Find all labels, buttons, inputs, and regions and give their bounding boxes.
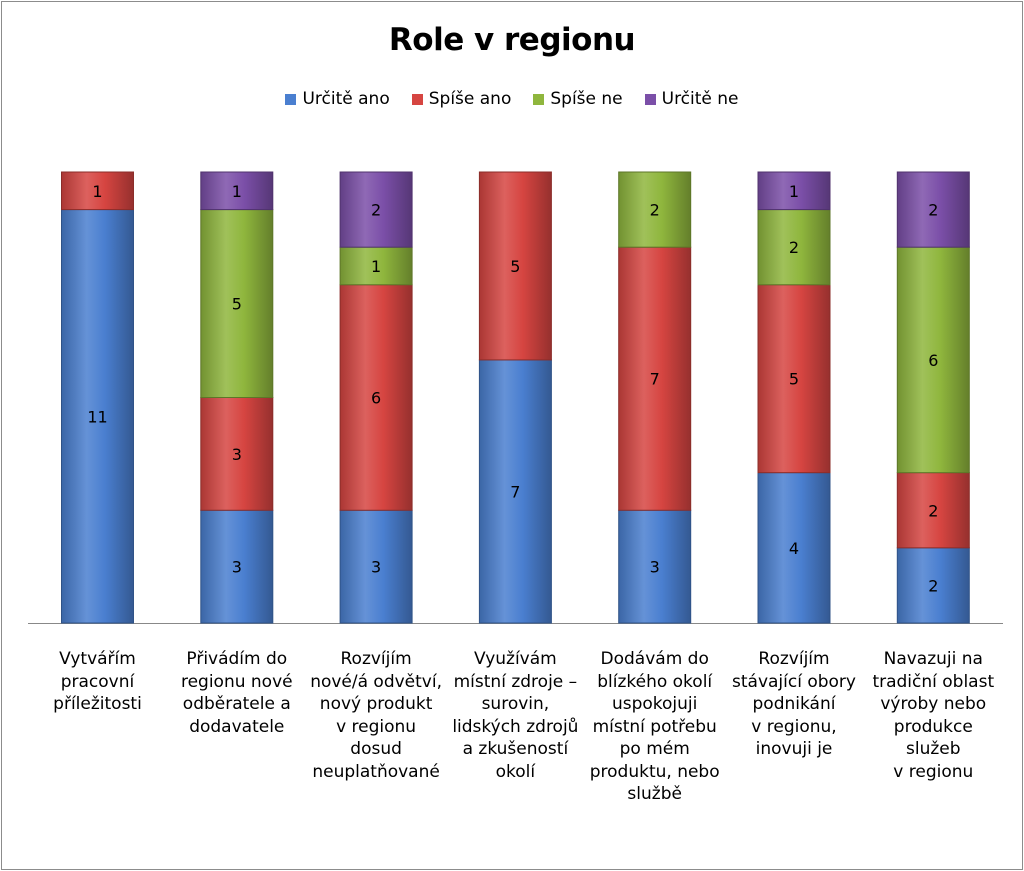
data-label: 2 <box>371 201 381 220</box>
legend-item: Určitě ano <box>285 89 390 109</box>
legend-swatch <box>644 93 656 105</box>
legend-swatch <box>533 93 545 105</box>
bar-segment <box>61 171 134 211</box>
bar-segment <box>757 284 831 474</box>
legend-label: Určitě ne <box>661 89 739 109</box>
data-label: 11 <box>87 407 107 426</box>
legend-swatch <box>285 93 297 105</box>
data-label: 3 <box>232 445 242 464</box>
data-label: 6 <box>928 351 938 370</box>
data-label: 4 <box>789 539 799 558</box>
data-label: 5 <box>789 370 799 389</box>
chart-title: Role v regionu <box>388 22 636 58</box>
data-label: 6 <box>371 389 381 408</box>
data-label: 2 <box>928 576 938 595</box>
data-label: 2 <box>650 201 660 220</box>
legend-label: Určitě ano <box>302 89 390 109</box>
data-label: 5 <box>232 295 242 314</box>
data-label: 1 <box>371 257 381 276</box>
x-tick-label: Rozvíjím nové/á odvětví, nový produkt v … <box>310 649 442 782</box>
bar-segment <box>200 509 274 624</box>
bar-segment <box>200 209 274 398</box>
bar-segment <box>896 547 970 624</box>
legend-swatch <box>411 93 423 105</box>
legend-label: Spíše ne <box>550 89 623 109</box>
bar-segment <box>618 171 692 248</box>
legend-item: Spíše ano <box>411 89 512 109</box>
bar-segment <box>61 209 134 624</box>
x-tick-label: Vytvářím pracovní příležitosti <box>53 649 142 714</box>
bar-segment <box>618 509 692 624</box>
bar-segment <box>478 171 552 361</box>
bar-segment <box>200 171 274 211</box>
bar-segment <box>339 171 413 248</box>
bar-segment <box>339 284 413 511</box>
x-tick-label: Rozvíjím stávající obory podnikání v reg… <box>732 649 856 759</box>
bar-segment <box>339 246 413 286</box>
x-tick-label: Přivádím do regionu nové odběratele a do… <box>180 649 293 737</box>
data-label: 3 <box>371 558 381 577</box>
x-tick-label: Dodávám do blízkého okolí uspokojuji mís… <box>589 649 720 804</box>
legend-item: Spíše ne <box>533 89 623 109</box>
data-label: 2 <box>928 501 938 520</box>
bar-segment <box>757 171 831 211</box>
bar-segment <box>618 246 692 511</box>
bar-segment <box>339 509 413 624</box>
legend-item: Určitě ne <box>644 89 739 109</box>
data-label: 5 <box>510 257 520 276</box>
bar-segment <box>200 397 274 511</box>
legend-label: Spíše ano <box>428 89 512 109</box>
data-label: 1 <box>232 182 242 201</box>
data-label: 7 <box>510 482 520 501</box>
data-label: 2 <box>928 201 938 220</box>
data-label: 3 <box>650 558 660 577</box>
data-label: 2 <box>789 238 799 257</box>
x-tick-label: Navazuji na tradiční oblast výroby nebo … <box>872 649 995 782</box>
data-label: 7 <box>650 370 660 389</box>
x-tick-label: Využívám místní zdroje – surovin, lidský… <box>452 649 579 782</box>
data-label: 1 <box>92 182 102 201</box>
bar-segment <box>757 209 831 286</box>
bar-segment <box>757 472 831 624</box>
bar-segment <box>896 171 970 248</box>
bar-segment <box>896 472 970 549</box>
data-label: 1 <box>789 182 799 201</box>
chart-legend: Určitě ano Spíše ano Spíše ne Určitě ne <box>0 89 1024 109</box>
data-label: 3 <box>232 558 242 577</box>
